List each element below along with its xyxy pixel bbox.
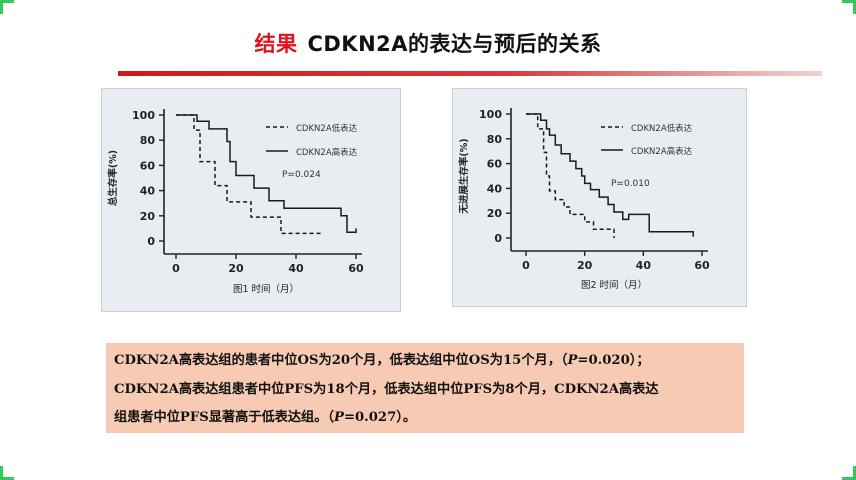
x-tick-label: 60	[694, 259, 710, 272]
y-axis-title: 无进展生存率(%)	[458, 138, 470, 214]
x-tick-label: 20	[577, 259, 593, 272]
x-axis-title: 图2 时间（月）	[581, 279, 647, 291]
summary-line-1-value: =0.020）；	[577, 353, 650, 368]
x-tick-label: 0	[522, 259, 530, 272]
slide-title: 结果 CDKN2A的表达与预后的关系	[0, 28, 856, 58]
legend-label: CDKN2A低表达	[296, 123, 358, 134]
summary-line-3-p: P	[334, 410, 344, 425]
frame-corner-tr	[842, 0, 856, 3]
survival-curve-low	[176, 114, 323, 235]
x-tick-label: 40	[288, 262, 304, 275]
y-tick-label: 0	[147, 235, 155, 248]
summary-line-3-value: =0.027）。	[343, 410, 417, 425]
y-tick-label: 100	[132, 109, 155, 122]
slide-title-main: CDKN2A的表达与预后的关系	[307, 32, 602, 56]
x-tick-label: 60	[348, 262, 364, 275]
frame-corner-tl-v	[0, 0, 3, 14]
os-chart-panel: 0 20 40 60 80 100 0 20 40 60 CDKN2A低表达 CDKN2A高表达 P=0…	[101, 88, 401, 312]
y-tick-label: 40	[487, 182, 503, 195]
frame-corner-tl	[0, 0, 14, 3]
y-tick-label: 0	[494, 232, 502, 245]
x-axis-title: 图1 时间（月）	[233, 283, 299, 295]
y-tick-label: 20	[487, 207, 503, 220]
x-tick-label: 0	[172, 262, 180, 275]
summary-line-1: CDKN2A高表达组的患者中位OS为20个月，低表达组中位OS为15个月，（P=…	[114, 347, 734, 376]
survival-curve-high	[176, 114, 357, 233]
y-tick-label: 100	[479, 108, 502, 121]
p-value-annotation: P=0.010	[611, 179, 650, 189]
frame-corner-bl	[0, 477, 14, 480]
p-value-annotation: P=0.024	[282, 170, 321, 180]
summary-line-1-p: P	[567, 353, 578, 368]
frame-corner-br	[842, 477, 856, 480]
y-tick-label: 20	[140, 210, 156, 223]
frame-corner-br-v	[853, 466, 856, 480]
summary-line-3: 组患者中位PFS显著高于低表达组。（P=0.027）。	[114, 404, 734, 433]
survival-curve-low	[526, 113, 615, 238]
y-tick-label: 80	[140, 134, 156, 147]
survival-curve-high	[526, 113, 694, 237]
summary-line-1-text: CDKN2A高表达组的患者中位OS为20个月，低表达组中位OS为15个月，（	[114, 353, 568, 368]
summary-line-3-text: 组患者中位PFS显著高于低表达组。（	[114, 410, 335, 425]
legend-label: CDKN2A高表达	[631, 146, 693, 157]
y-tick-label: 40	[140, 185, 156, 198]
slide-title-prefix: 结果	[254, 32, 298, 56]
summary-line-2: CDKN2A高表达组患者中位PFS为18个月，低表达组中位PFS为8个月，CDK…	[114, 381, 659, 397]
legend-label: CDKN2A低表达	[631, 123, 693, 134]
frame-corner-bl-v	[0, 466, 3, 480]
y-tick-label: 60	[140, 159, 156, 172]
frame-corner-tr-v	[853, 0, 856, 14]
x-tick-label: 40	[636, 259, 652, 272]
y-tick-label: 80	[487, 133, 503, 146]
x-tick-label: 20	[228, 262, 244, 275]
y-axis-title: 总生存率(%)	[107, 150, 119, 206]
pfs-chart-panel: 0 20 40 60 80 100 0 20 40 60 CDKN2A低表达 CDKN2A高表达 P=0…	[452, 88, 747, 307]
pfs-survival-chart: 0 20 40 60 80 100 0 20 40 60 CDKN2A低表达 CDKN2A高表达 P=0…	[458, 108, 710, 291]
os-survival-chart: 0 20 40 60 80 100 0 20 40 60 CDKN2A低表达 CDKN2A高表达 P=0…	[107, 109, 364, 295]
summary-box: CDKN2A高表达组的患者中位OS为20个月，低表达组中位OS为15个月，（P=…	[106, 343, 744, 433]
title-divider	[118, 71, 822, 76]
legend-label: CDKN2A高表达	[296, 147, 358, 158]
y-tick-label: 60	[487, 158, 503, 171]
